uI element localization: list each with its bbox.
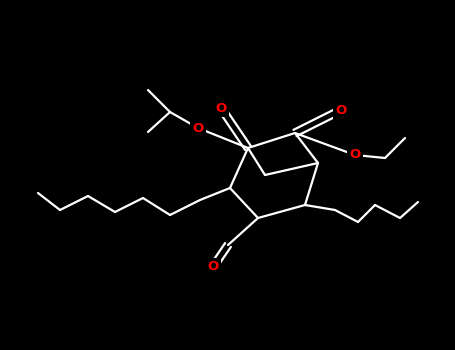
Text: O: O [215,102,227,114]
Text: O: O [349,148,361,161]
Text: O: O [335,104,347,117]
Text: O: O [192,121,204,134]
Text: O: O [207,260,218,273]
